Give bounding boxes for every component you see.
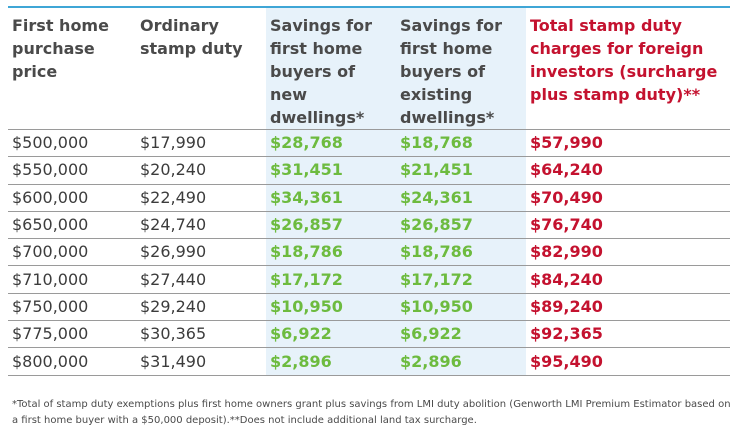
top-rule xyxy=(8,6,730,8)
cell-ordinary-stamp-duty: $22,490 xyxy=(136,184,266,212)
cell-savings-new: $26,857 xyxy=(266,211,396,240)
cell-foreign-total: $92,365 xyxy=(526,320,730,349)
cell-savings-existing: $2,896 xyxy=(396,347,526,376)
cell-savings-existing: $26,857 xyxy=(396,211,526,240)
cell-purchase-price: $775,000 xyxy=(8,320,136,349)
cell-foreign-total: $70,490 xyxy=(526,184,730,212)
cell-foreign-total: $64,240 xyxy=(526,156,730,185)
cell-ordinary-stamp-duty: $26,990 xyxy=(136,238,266,267)
table-row: $710,000 $27,440 $17,172 $17,172 $84,240 xyxy=(8,265,730,294)
cell-savings-new: $18,786 xyxy=(266,238,396,267)
cell-purchase-price: $600,000 xyxy=(8,184,136,212)
cell-foreign-total: $76,740 xyxy=(526,211,730,240)
cell-purchase-price: $710,000 xyxy=(8,265,136,294)
cell-savings-new: $10,950 xyxy=(266,293,396,322)
cell-ordinary-stamp-duty: $17,990 xyxy=(136,129,266,158)
cell-savings-existing: $10,950 xyxy=(396,293,526,322)
cell-ordinary-stamp-duty: $27,440 xyxy=(136,265,266,294)
cell-foreign-total: $95,490 xyxy=(526,347,730,376)
cell-savings-new: $28,768 xyxy=(266,129,396,158)
cell-foreign-total: $57,990 xyxy=(526,129,730,158)
stamp-duty-table: First home purchase price Ordinary stamp… xyxy=(8,8,730,376)
cell-purchase-price: $550,000 xyxy=(8,156,136,185)
cell-foreign-total: $82,990 xyxy=(526,238,730,267)
cell-ordinary-stamp-duty: $30,365 xyxy=(136,320,266,349)
cell-savings-existing: $21,451 xyxy=(396,156,526,185)
stamp-duty-table-container: First home purchase price Ordinary stamp… xyxy=(8,8,730,376)
cell-savings-new: $34,361 xyxy=(266,184,396,212)
table-row: $500,000 $17,990 $28,768 $18,768 $57,990 xyxy=(8,129,730,158)
header-ordinary-stamp-duty: Ordinary stamp duty xyxy=(136,8,266,130)
cell-savings-existing: $24,361 xyxy=(396,184,526,212)
cell-purchase-price: $500,000 xyxy=(8,129,136,158)
cell-purchase-price: $750,000 xyxy=(8,293,136,322)
table-row: $550,000 $20,240 $31,451 $21,451 $64,240 xyxy=(8,156,730,185)
header-savings-new-dwellings: Savings for first home buyers of new dwe… xyxy=(266,8,396,130)
footnote: *Total of stamp duty exemptions plus fir… xyxy=(12,399,731,426)
table-body: $500,000 $17,990 $28,768 $18,768 $57,990 $550… xyxy=(8,129,730,376)
table-row: $650,000 $24,740 $26,857 $26,857 $76,740 xyxy=(8,211,730,240)
cell-savings-existing: $6,922 xyxy=(396,320,526,349)
cell-savings-existing: $18,768 xyxy=(396,129,526,158)
cell-ordinary-stamp-duty: $24,740 xyxy=(136,211,266,240)
cell-savings-new: $6,922 xyxy=(266,320,396,349)
cell-savings-existing: $17,172 xyxy=(396,265,526,294)
cell-ordinary-stamp-duty: $31,490 xyxy=(136,347,266,376)
cell-savings-new: $17,172 xyxy=(266,265,396,294)
table-row: $775,000 $30,365 $6,922 $6,922 $92,365 xyxy=(8,320,730,349)
cell-savings-new: $2,896 xyxy=(266,347,396,376)
cell-savings-existing: $18,786 xyxy=(396,238,526,267)
table-row: $700,000 $26,990 $18,786 $18,786 $82,990 xyxy=(8,238,730,267)
header-purchase-price: First home purchase price xyxy=(8,8,136,130)
cell-purchase-price: $700,000 xyxy=(8,238,136,267)
header-row: First home purchase price Ordinary stamp… xyxy=(8,8,730,130)
cell-ordinary-stamp-duty: $20,240 xyxy=(136,156,266,185)
table-row: $750,000 $29,240 $10,950 $10,950 $89,240 xyxy=(8,293,730,322)
cell-savings-new: $31,451 xyxy=(266,156,396,185)
table-row: $600,000 $22,490 $34,361 $24,361 $70,490 xyxy=(8,184,730,212)
cell-purchase-price: $800,000 xyxy=(8,347,136,376)
header-foreign-investor-charges: Total stamp duty charges for foreign inv… xyxy=(526,8,730,130)
cell-foreign-total: $89,240 xyxy=(526,293,730,322)
header-savings-existing-dwellings: Savings for first home buyers of existin… xyxy=(396,8,526,130)
cell-ordinary-stamp-duty: $29,240 xyxy=(136,293,266,322)
cell-purchase-price: $650,000 xyxy=(8,211,136,240)
table-row: $800,000 $31,490 $2,896 $2,896 $95,490 xyxy=(8,347,730,376)
cell-foreign-total: $84,240 xyxy=(526,265,730,294)
